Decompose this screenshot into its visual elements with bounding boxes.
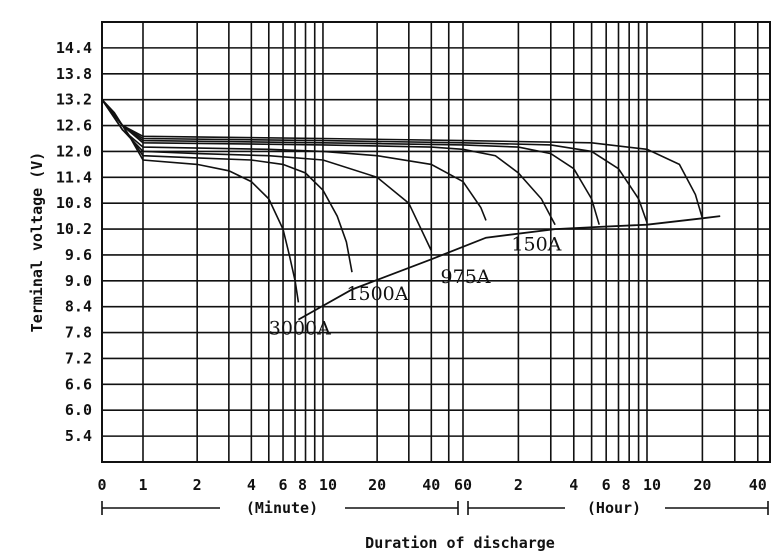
x-tick-label: 10 — [643, 476, 661, 494]
discharge-curve — [101, 99, 704, 219]
discharge-curves — [101, 99, 721, 321]
y-tick-label: 9.0 — [65, 272, 92, 290]
x-tick-label: 4 — [569, 476, 578, 494]
curve-labels: 3000A 1500A 975A 150A — [269, 234, 562, 340]
discharge-curve — [101, 99, 353, 273]
minute-segment-label: (Minute) — [246, 499, 318, 517]
x-tick-label: 6 — [602, 476, 611, 494]
y-tick-label: 13.2 — [56, 91, 92, 109]
discharge-curve — [101, 99, 433, 251]
discharge-curve — [101, 99, 487, 221]
y-tick-label: 10.8 — [56, 194, 92, 212]
x-tick-label: 10 — [319, 476, 337, 494]
y-tick-label: 10.2 — [56, 220, 92, 238]
y-tick-label: 12.0 — [56, 142, 92, 160]
y-tick-label: 9.6 — [65, 246, 92, 264]
grid — [101, 21, 771, 463]
x-tick-label: 1 — [138, 476, 147, 494]
x-tick-label: 40 — [422, 476, 440, 494]
y-tick-label: 12.6 — [56, 117, 92, 135]
y-tick-labels: 14.4 13.8 13.2 12.6 12.0 11.4 10.8 10.2 9.6 9.0 8.… — [56, 39, 92, 445]
curve-label: 150A — [511, 234, 561, 256]
y-tick-label: 14.4 — [56, 39, 92, 57]
hour-segment-label: (Hour) — [587, 499, 641, 517]
x-tick-label: 60 — [454, 476, 472, 494]
x-tick-labels: 0 1 2 4 6 8 10 20 40 60 2 4 6 8 10 20 40 — [97, 476, 766, 494]
x-tick-label: 8 — [298, 476, 307, 494]
y-tick-label: 7.8 — [65, 324, 92, 342]
y-tick-label: 5.4 — [65, 427, 92, 445]
discharge-curve — [101, 99, 556, 226]
x-tick-label: 4 — [247, 476, 256, 494]
x-tick-label: 20 — [368, 476, 386, 494]
x-segments: (Minute) (Hour) — [101, 499, 769, 517]
x-tick-label: 0 — [97, 476, 106, 494]
y-tick-label: 6.0 — [65, 401, 92, 419]
x-tick-label: 40 — [749, 476, 767, 494]
y-tick-label: 11.4 — [56, 168, 92, 186]
plot-frame — [101, 21, 771, 463]
curve-label: 975A — [441, 266, 491, 288]
y-tick-label: 8.4 — [65, 298, 92, 316]
x-tick-label: 2 — [514, 476, 523, 494]
end-voltage-line — [297, 215, 721, 321]
curve-label: 3000A — [269, 318, 331, 340]
y-tick-label: 7.2 — [65, 349, 92, 367]
y-tick-label: 6.6 — [65, 375, 92, 393]
x-axis-label: Duration of discharge — [365, 534, 555, 552]
x-tick-label: 8 — [622, 476, 631, 494]
x-tick-label: 6 — [279, 476, 288, 494]
y-axis-label: Terminal voltage (V) — [28, 152, 46, 333]
x-tick-label: 20 — [693, 476, 711, 494]
y-tick-label: 13.8 — [56, 65, 92, 83]
discharge-curve — [101, 99, 648, 223]
discharge-curve — [101, 99, 600, 225]
x-tick-label: 2 — [193, 476, 202, 494]
curve-label: 1500A — [346, 283, 408, 305]
